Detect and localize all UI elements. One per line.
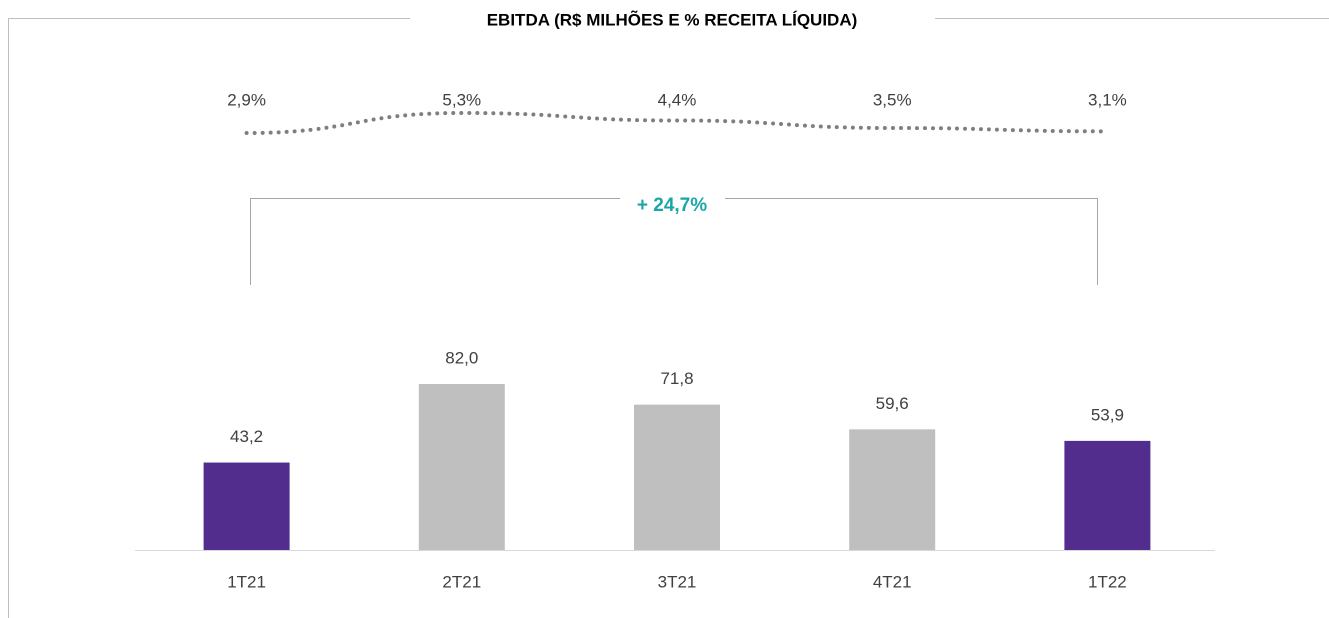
margin-label: 3,1% xyxy=(1088,90,1127,109)
x-tick-label: 3T21 xyxy=(658,572,697,591)
margin-label: 4,4% xyxy=(658,90,697,109)
value-label: 53,9 xyxy=(1091,405,1124,424)
x-tick-label: 1T22 xyxy=(1088,572,1127,591)
bar xyxy=(1064,440,1151,550)
margin-line xyxy=(244,110,1110,135)
chart-title: EBITDA (R$ MILHÕES E % RECEITA LÍQUIDA) xyxy=(487,9,858,29)
bar xyxy=(418,384,505,550)
margin-label: 5,3% xyxy=(442,90,481,109)
bar xyxy=(634,404,720,550)
x-tick-label: 1T21 xyxy=(227,572,266,591)
bar xyxy=(203,462,290,550)
bar xyxy=(849,429,936,550)
value-label: 43,2 xyxy=(230,427,263,446)
x-tick-label: 4T21 xyxy=(873,572,912,591)
value-label: 71,8 xyxy=(660,369,693,388)
margin-label: 2,9% xyxy=(227,90,266,109)
value-label: 59,6 xyxy=(876,394,909,413)
margin-label: 3,5% xyxy=(873,90,912,109)
x-tick-label: 2T21 xyxy=(442,572,481,591)
growth-bracket xyxy=(250,198,1098,285)
growth-annotation: + 24,7% xyxy=(637,195,707,216)
value-label: 82,0 xyxy=(445,348,478,367)
